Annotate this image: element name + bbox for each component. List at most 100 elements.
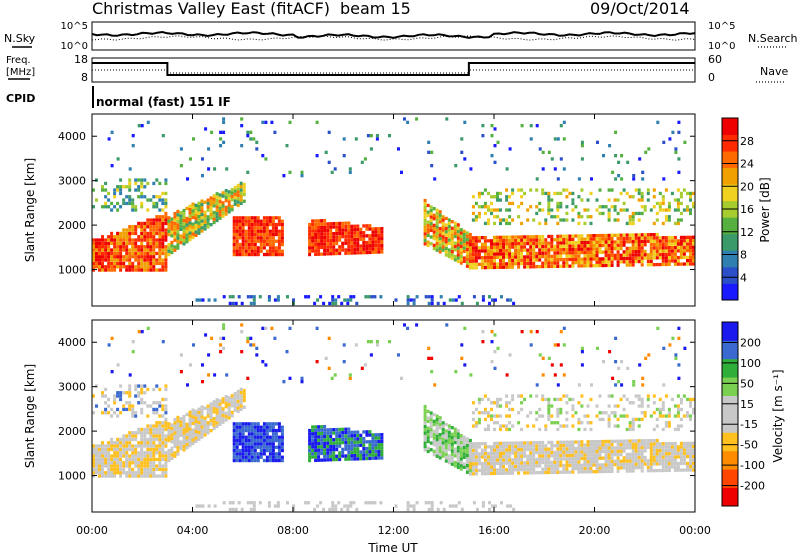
velocity-cell — [173, 424, 177, 428]
velocity-cell — [679, 424, 683, 428]
velocity-cell — [134, 394, 138, 398]
power-cell — [598, 247, 602, 251]
velocity-cell — [116, 454, 120, 458]
power-cell — [247, 249, 251, 253]
power-cell — [616, 233, 620, 237]
power-cell — [526, 261, 530, 266]
power-cell — [613, 205, 617, 209]
power-cell — [314, 249, 318, 253]
velocity-cell — [92, 457, 95, 462]
velocity-cell — [185, 426, 189, 430]
power-cell — [146, 221, 150, 226]
power-cell — [122, 258, 126, 262]
power-cell — [119, 235, 123, 239]
velocity-cell — [116, 437, 120, 442]
velocity-cell — [499, 424, 502, 428]
velocity-cell — [595, 446, 599, 450]
velocity-cell — [649, 465, 653, 469]
velocity-cell — [308, 452, 312, 456]
power-cell — [368, 240, 372, 245]
velocity-cell — [146, 447, 150, 452]
velocity-cell — [511, 448, 515, 452]
velocity-cell — [490, 445, 493, 449]
velocity-cell — [483, 465, 487, 469]
velocity-cell — [483, 411, 487, 415]
velocity-cell — [667, 455, 671, 459]
velocity-cell — [592, 460, 596, 464]
power-cell — [658, 249, 662, 253]
power-cell — [335, 221, 339, 226]
velocity-cell — [212, 406, 216, 411]
power-cell — [250, 236, 254, 240]
power-cell — [432, 207, 436, 211]
velocity-cell — [474, 442, 478, 446]
power-cell — [673, 245, 677, 250]
power-cell — [586, 234, 590, 238]
power-cell — [432, 213, 436, 217]
power-cell — [247, 242, 251, 247]
velocity-cell — [670, 462, 674, 466]
power-cell — [119, 178, 123, 182]
velocity-cell — [679, 461, 683, 466]
power-cell — [508, 252, 512, 256]
power-cell — [158, 221, 162, 226]
velocity-cell — [143, 467, 147, 472]
power-cell — [253, 242, 257, 247]
velocity-cell — [406, 326, 410, 330]
power-cell — [556, 248, 560, 252]
velocity-cell — [529, 451, 533, 455]
power-cell — [655, 252, 659, 257]
power-cell — [571, 264, 575, 268]
power-cell — [222, 117, 226, 121]
velocity-cell — [625, 462, 629, 467]
velocity-cell — [377, 433, 381, 437]
velocity-cell — [377, 436, 381, 440]
velocity-cell — [480, 452, 484, 456]
velocity-cell — [271, 422, 275, 426]
velocity-cell — [280, 445, 284, 449]
velocity-cell — [320, 458, 324, 462]
power-cell — [444, 236, 448, 241]
velocity-cell — [185, 422, 189, 427]
power-cell — [689, 208, 692, 212]
power-cell — [444, 250, 448, 254]
power-cell — [565, 251, 569, 255]
velocity-cell — [559, 397, 563, 402]
power-cell — [435, 218, 439, 222]
power-cell — [137, 221, 141, 226]
power-cell — [344, 238, 348, 242]
power-cell — [341, 225, 345, 229]
power-cell — [137, 258, 141, 262]
power-cell — [110, 255, 114, 259]
velocity-cell — [277, 448, 281, 453]
power-cell — [677, 130, 681, 134]
power-cell — [238, 229, 242, 233]
velocity-cell — [332, 458, 336, 462]
velocity-cell — [506, 504, 510, 508]
power-cell — [505, 248, 509, 253]
power-cell — [459, 261, 463, 265]
power-cell — [331, 301, 335, 306]
power-cell — [586, 215, 590, 219]
power-cell — [632, 177, 636, 181]
velocity-cell — [104, 401, 108, 405]
velocity-cell — [625, 452, 629, 457]
velocity-cell — [474, 424, 478, 428]
velocity-cell — [646, 469, 650, 473]
velocity-cell — [580, 394, 584, 398]
power-cell — [432, 227, 436, 231]
power-cell — [667, 208, 671, 212]
power-cell — [469, 167, 473, 171]
power-cell — [673, 252, 677, 256]
velocity-cell — [146, 441, 150, 445]
velocity-cell — [619, 439, 623, 443]
power-cell — [586, 254, 590, 258]
velocity-cell — [134, 411, 138, 415]
power-cell — [274, 232, 278, 237]
power-cell — [677, 120, 681, 124]
power-cell — [332, 248, 336, 252]
power-cell — [474, 246, 478, 250]
velocity-cell — [239, 387, 243, 391]
power-cell — [577, 215, 581, 219]
power-cell — [119, 241, 123, 246]
